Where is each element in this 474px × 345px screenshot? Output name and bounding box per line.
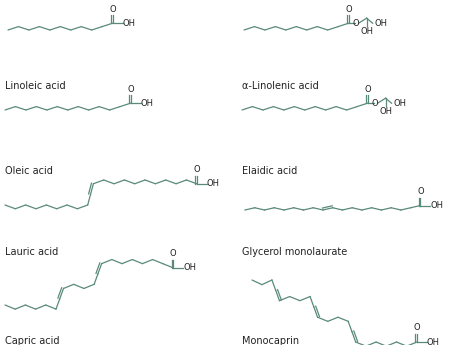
Text: Glycerol monolaurate: Glycerol monolaurate: [242, 247, 347, 257]
Text: Monocaprin: Monocaprin: [242, 336, 299, 345]
Text: O: O: [371, 99, 378, 108]
Text: OH: OH: [123, 19, 136, 28]
Text: O: O: [127, 85, 134, 94]
Text: OH: OH: [360, 27, 373, 36]
Text: O: O: [352, 19, 359, 28]
Text: O: O: [364, 85, 371, 94]
Text: OH: OH: [379, 107, 392, 116]
Text: OH: OH: [374, 19, 388, 28]
Text: O: O: [345, 5, 352, 14]
Text: Linoleic acid: Linoleic acid: [5, 81, 65, 91]
Text: Oleic acid: Oleic acid: [5, 166, 53, 176]
Text: OH: OH: [207, 179, 220, 188]
Text: Elaidic acid: Elaidic acid: [242, 166, 297, 176]
Text: O: O: [193, 165, 200, 174]
Text: OH: OH: [140, 99, 154, 108]
Text: OH: OH: [393, 99, 407, 108]
Text: α-Linolenic acid: α-Linolenic acid: [242, 81, 319, 91]
Text: OH: OH: [430, 201, 443, 210]
Text: O: O: [417, 187, 424, 196]
Text: OH: OH: [183, 263, 196, 272]
Text: OH: OH: [427, 337, 440, 345]
Text: O: O: [414, 323, 420, 332]
Text: Capric acid: Capric acid: [5, 336, 59, 345]
Text: O: O: [170, 249, 176, 258]
Text: O: O: [109, 5, 116, 14]
Text: Lauric acid: Lauric acid: [5, 247, 58, 257]
